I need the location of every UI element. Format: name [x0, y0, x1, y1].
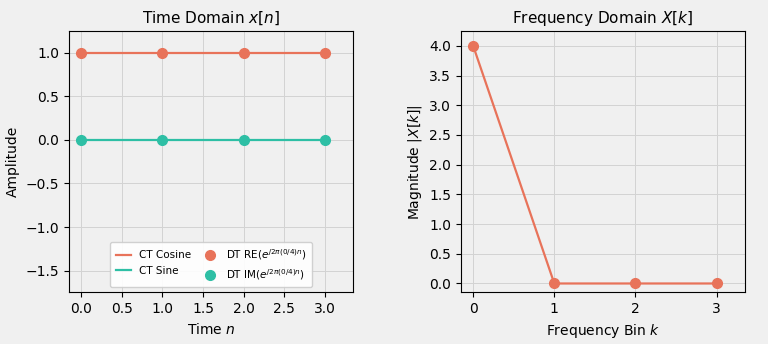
CT Sine [320, 138, 329, 142]
Y-axis label: Amplitude: Amplitude [6, 126, 20, 197]
CT Sine [226, 138, 235, 142]
X-axis label: Frequency Bin $k$: Frequency Bin $k$ [546, 322, 660, 340]
Line: DT RE($e^{j2\pi(0/4)n}$): DT RE($e^{j2\pi(0/4)n}$) [77, 48, 329, 57]
CT Cosine [78, 51, 87, 55]
DT RE($e^{j2\pi(0/4)n}$) [320, 51, 329, 55]
Title: Time Domain $x[n]$: Time Domain $x[n]$ [142, 9, 280, 27]
CT Sine [220, 138, 230, 142]
CT Sine [282, 138, 291, 142]
DT RE($e^{j2\pi(0/4)n}$) [239, 51, 248, 55]
Line: DT IM($e^{j2\pi(0/4)n}$): DT IM($e^{j2\pi(0/4)n}$) [77, 135, 329, 145]
CT Sine [78, 138, 87, 142]
CT Sine [222, 138, 231, 142]
Title: Frequency Domain $X[k]$: Frequency Domain $X[k]$ [512, 9, 694, 28]
CT Cosine [297, 51, 306, 55]
CT Cosine [282, 51, 291, 55]
CT Cosine [77, 51, 86, 55]
DT IM($e^{j2\pi(0/4)n}$) [320, 138, 329, 142]
DT RE($e^{j2\pi(0/4)n}$) [77, 51, 86, 55]
DT RE($e^{j2\pi(0/4)n}$) [157, 51, 167, 55]
DT IM($e^{j2\pi(0/4)n}$) [77, 138, 86, 142]
DT IM($e^{j2\pi(0/4)n}$) [239, 138, 248, 142]
CT Cosine [226, 51, 235, 55]
CT Cosine [320, 51, 329, 55]
CT Cosine [220, 51, 230, 55]
CT Cosine [222, 51, 231, 55]
Y-axis label: Magnitude $|X[k]|$: Magnitude $|X[k]|$ [406, 104, 424, 219]
CT Sine [297, 138, 306, 142]
Legend: CT Cosine, CT Sine, DT RE($e^{j2\pi(0/4)n}$), DT IM($e^{j2\pi(0/4)n}$): CT Cosine, CT Sine, DT RE($e^{j2\pi(0/4)… [111, 242, 312, 287]
X-axis label: Time $n$: Time $n$ [187, 322, 236, 337]
CT Sine [77, 138, 86, 142]
DT IM($e^{j2\pi(0/4)n}$) [157, 138, 167, 142]
